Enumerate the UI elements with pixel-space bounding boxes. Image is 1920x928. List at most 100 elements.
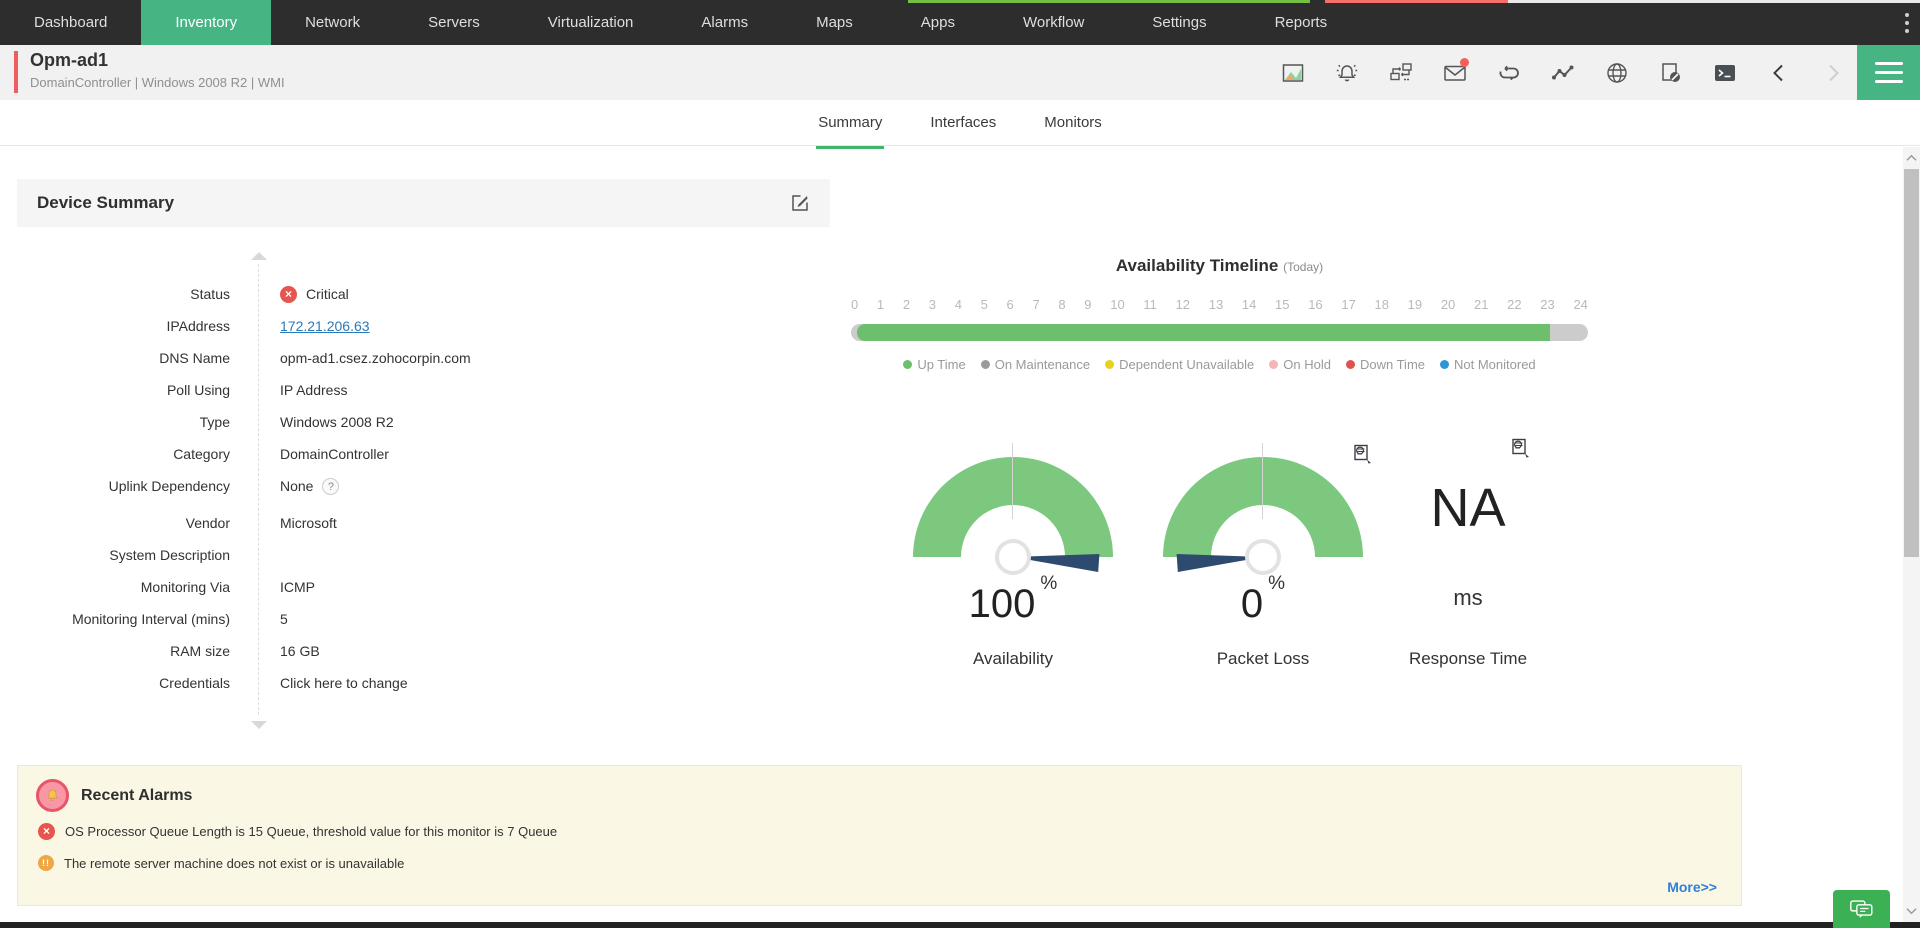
alarms-more-link[interactable]: More>> <box>1667 879 1717 895</box>
bottom-bar <box>0 922 1920 928</box>
availability-gauge <box>913 443 1113 575</box>
legend-item: Down Time <box>1345 357 1425 372</box>
nav-item-workflow[interactable]: Workflow <box>1022 14 1085 31</box>
nav-overflow-kebab-icon[interactable] <box>1903 11 1911 35</box>
device-name: Opm-ad1 <box>30 50 109 70</box>
nav-item-maps[interactable]: Maps <box>816 14 853 31</box>
field-row-pollusing: Poll Using IP Address <box>166 382 348 398</box>
top-navigation: Dashboard Inventory Network Servers Virt… <box>0 0 1920 45</box>
timeline-hour-label: 13 <box>1208 297 1224 312</box>
legend-item: Up Time <box>903 357 966 372</box>
chat-support-button[interactable] <box>1833 890 1890 928</box>
edit-device-icon[interactable] <box>790 193 810 213</box>
alarm-bell-badge-icon <box>36 779 69 812</box>
monitor-graph-icon[interactable] <box>1551 61 1575 85</box>
tab-interfaces[interactable]: Interfaces <box>930 114 997 131</box>
device-summary-title: Device Summary <box>37 193 175 212</box>
nav-item-virtualization[interactable]: Virtualization <box>547 14 634 31</box>
gauge-hub <box>995 539 1031 575</box>
timeline-hour-label: 8 <box>1058 297 1066 312</box>
scrollbar-up-icon[interactable] <box>1903 149 1920 167</box>
timeline-hour-label: 12 <box>1175 297 1191 312</box>
alarm-row-warning: The remote server machine does not exist… <box>38 855 404 871</box>
timeline-hour-label: 5 <box>980 297 988 312</box>
timeline-legend: Up Time On Maintenance Dependent Unavail… <box>851 357 1588 372</box>
alarm-message: OS Processor Queue Length is 15 Queue, t… <box>65 824 558 839</box>
alarm-bell-icon[interactable] <box>1335 61 1359 85</box>
timeline-hour-label: 10 <box>1110 297 1125 312</box>
gauge-tick <box>1262 443 1263 519</box>
next-device-chevron-icon[interactable] <box>1821 61 1845 85</box>
packet-loss-label: Packet Loss <box>1216 649 1310 668</box>
nav-item-reports[interactable]: Reports <box>1274 14 1328 31</box>
timeline-hour-label: 2 <box>902 297 911 312</box>
suppress-alarms-icon[interactable] <box>1659 61 1683 85</box>
scrollbar-down-icon[interactable] <box>1903 902 1920 920</box>
legend-item: Not Monitored <box>1440 357 1536 372</box>
device-header: Opm-ad1 DomainController | Windows 2008 … <box>0 45 1920 101</box>
field-row-type: Type Windows 2008 R2 <box>199 414 394 430</box>
alarm-message: The remote server machine does not exist… <box>64 855 405 871</box>
field-row-interval: Monitoring Interval (mins) 5 <box>72 611 288 627</box>
field-row-status: Status Critical <box>17 278 830 310</box>
nav-item-network[interactable]: Network <box>305 14 361 31</box>
ip-address-link[interactable]: 172.21.206.63 <box>280 318 370 334</box>
timeline-hour-label: 6 <box>1006 297 1014 312</box>
nav-item-dashboard[interactable]: Dashboard <box>34 14 108 31</box>
availability-timeline-bar <box>851 324 1588 341</box>
scrollbar-thumb[interactable] <box>1904 169 1919 557</box>
fields-divider <box>258 264 259 715</box>
nav-item-servers[interactable]: Servers <box>428 14 480 31</box>
gauge-hub <box>1245 539 1281 575</box>
vertical-scrollbar[interactable] <box>1903 147 1920 922</box>
tab-summary[interactable]: Summary <box>816 100 885 149</box>
terminal-icon[interactable] <box>1713 61 1737 85</box>
legend-item: Dependent Unavailable <box>1105 357 1254 372</box>
legend-item: On Hold <box>1269 357 1331 372</box>
nav-item-apps[interactable]: Apps <box>920 14 955 31</box>
timeline-hour-label: 7 <box>1032 297 1040 312</box>
performance-report-icon[interactable] <box>1281 61 1305 85</box>
page-progress-error <box>1325 0 1508 3</box>
field-row-category: Category DomainController <box>173 446 389 462</box>
rediscover-loop-icon[interactable] <box>1497 61 1521 85</box>
web-globe-icon[interactable] <box>1605 61 1629 85</box>
uplink-help-icon[interactable] <box>322 477 340 495</box>
response-time-label: Response Time <box>1408 649 1528 668</box>
timeline-hour-label: 19 <box>1407 297 1423 312</box>
availability-value: 100% <box>968 572 1058 626</box>
nav-item-settings[interactable]: Settings <box>1152 14 1207 31</box>
response-time-value: NA <box>1430 478 1506 538</box>
credentials-change-link[interactable]: Click here to change <box>280 675 408 691</box>
legend-dot-icon <box>980 360 990 369</box>
packet-loss-value: 0% <box>1240 572 1286 626</box>
timeline-hour-label: 16 <box>1308 297 1323 312</box>
timeline-hour-label: 11 <box>1143 297 1157 312</box>
nav-item-alarms[interactable]: Alarms <box>701 14 749 31</box>
manage-device-icon[interactable] <box>1389 61 1413 85</box>
email-icon[interactable] <box>1443 57 1469 85</box>
timeline-hour-label: 1 <box>876 297 885 312</box>
packet-loss-report-icon[interactable] <box>1352 443 1374 465</box>
packet-loss-gauge <box>1163 443 1363 575</box>
fields-scroll-up-icon[interactable] <box>251 252 267 260</box>
field-row-credentials: Credentials Click here to change <box>159 675 408 691</box>
device-menu-hamburger-button[interactable] <box>1857 45 1920 100</box>
previous-device-chevron-icon[interactable] <box>1767 61 1791 85</box>
timeline-hour-label: 4 <box>954 297 962 312</box>
tab-monitors[interactable]: Monitors <box>1044 114 1102 131</box>
nav-item-inventory[interactable]: Inventory <box>141 0 272 45</box>
legend-dot-icon <box>1345 360 1355 369</box>
timeline-hour-label: 15 <box>1275 297 1290 312</box>
response-time-report-icon[interactable] <box>1510 437 1532 459</box>
page-progress-loaded <box>908 0 1310 3</box>
timeline-hour-label: 24 <box>1573 297 1588 312</box>
timeline-hour-label: 3 <box>928 297 936 312</box>
timeline-hour-label: 23 <box>1540 297 1555 312</box>
timeline-hour-label: 14 <box>1241 297 1257 312</box>
fields-scroll-down-icon[interactable] <box>251 721 267 729</box>
field-row-uplink: Uplink Dependency None <box>17 470 830 502</box>
field-row-ipaddress: IPAddress 172.21.206.63 <box>166 318 370 334</box>
warning-alarm-icon <box>38 855 54 871</box>
